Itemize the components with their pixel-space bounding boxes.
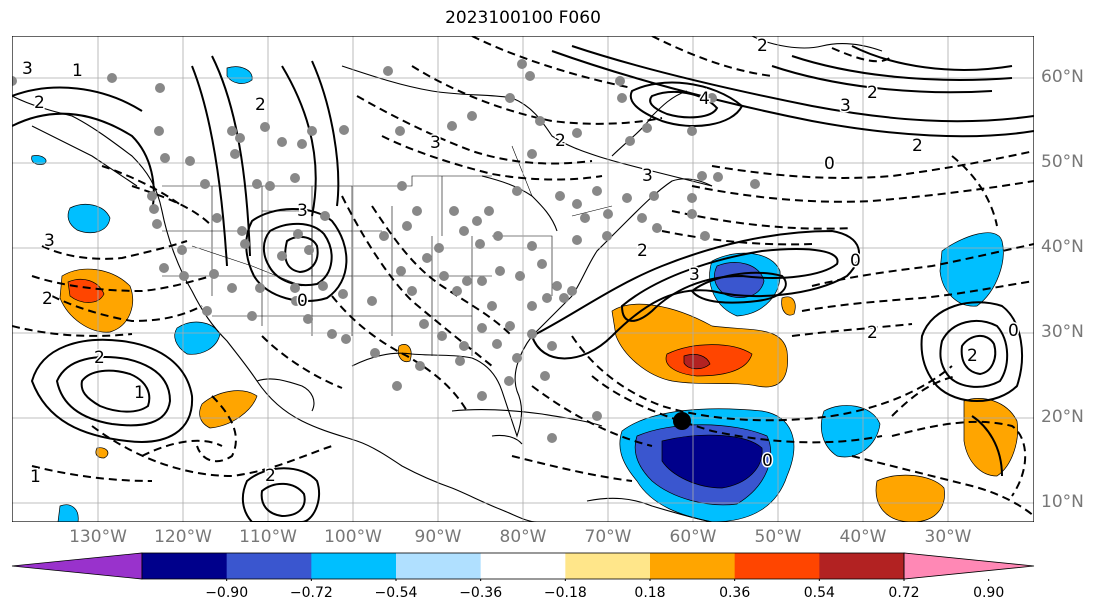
contour-label: 0: [850, 251, 861, 271]
colorbar-tick-label: −0.54: [374, 585, 418, 601]
contour-label: 2: [265, 466, 276, 486]
positive-anomaly-mexico: [199, 390, 258, 429]
colorbar-segment: [396, 553, 482, 579]
colorbar-tick-label: −0.90: [205, 585, 249, 601]
contour-label: 2: [967, 346, 978, 366]
colorbar: [11, 552, 1035, 581]
lon-label: 80°W: [499, 527, 547, 547]
colorbar-segment: [142, 553, 228, 579]
contour-label: 3: [297, 201, 308, 221]
contour-label: 3: [44, 231, 55, 251]
colorbar-tick-label: 0.72: [888, 585, 920, 601]
contour-label: 2: [637, 241, 648, 261]
contour-label: 2: [867, 83, 878, 103]
contour-label: 2: [94, 348, 105, 368]
positive-anomaly-pacific-small: [95, 447, 109, 459]
contour-labels: 3 2 1 2 3 2 3 4 3 2 0 2 3 3 2 0 2 3 2 1 …: [21, 36, 1021, 489]
contour-label: 2: [757, 36, 768, 56]
contour-label: 1: [30, 467, 41, 487]
lat-label: 40°N: [1041, 237, 1084, 257]
contour-label: 3: [689, 265, 700, 285]
contour-label: 3: [430, 133, 441, 153]
contour-label: 2: [42, 289, 53, 309]
positive-anomaly-south: [875, 474, 945, 522]
lon-label: 130°W: [69, 527, 127, 547]
colorbar-tick-label: 0.90: [973, 585, 1005, 601]
observation-dots: [12, 59, 760, 443]
contour-label: 0: [762, 451, 773, 471]
colorbar-tick-label: −0.72: [289, 585, 333, 601]
contour-label: 2: [912, 136, 923, 156]
lon-label: 110°W: [239, 527, 297, 547]
contour-label: 2: [34, 93, 45, 113]
storm-center-marker: [673, 412, 691, 430]
lon-label: 40°W: [839, 527, 887, 547]
colorbar-segment: [480, 553, 566, 579]
colorbar-segment: [565, 553, 651, 579]
colorbar-tick-label: 0.18: [634, 585, 666, 601]
colorbar-tick-label: 0.54: [803, 585, 835, 601]
contour-label: 0: [1008, 321, 1019, 341]
contour-label: 3: [22, 59, 33, 79]
map-title: 2023100100 F060: [445, 8, 601, 28]
contour-label: 3: [840, 96, 851, 116]
colorbar-outline: [141, 552, 905, 580]
strong-positive-anomaly: [665, 344, 753, 377]
contour-label: 1: [134, 383, 145, 403]
negative-contours: [12, 36, 1034, 517]
colorbar-tick-label: 0.36: [719, 585, 751, 601]
lon-label: 50°W: [754, 527, 802, 547]
negative-anomaly-canada: [226, 66, 253, 84]
coastlines: [12, 36, 883, 522]
colorbar-extend-min: [11, 552, 143, 580]
contour-label: 0: [824, 154, 835, 174]
contour-label: 0: [297, 291, 308, 311]
lon-label: 90°W: [414, 527, 462, 547]
contour-label: 2: [867, 323, 878, 343]
lat-label: 60°N: [1041, 67, 1084, 87]
extreme-negative-anomaly-caribbean: [661, 434, 763, 489]
positive-anomaly-small: [781, 296, 796, 316]
lat-label: 10°N: [1041, 492, 1084, 512]
positive-contours: [12, 45, 1034, 522]
colorbar-extend-max: [903, 552, 1035, 580]
colorbar-tick-label: −0.18: [543, 585, 587, 601]
contour-label: 3: [642, 166, 653, 186]
lon-label: 70°W: [584, 527, 632, 547]
colorbar-segment: [819, 553, 905, 579]
contour-label: 2: [255, 95, 266, 115]
contour-label: 4: [699, 89, 710, 109]
contour-label: 2: [555, 131, 566, 151]
forecast-map: 3 2 1 2 3 2 3 4 3 2 0 2 3 3 2 0 2 3 2 1 …: [12, 36, 1034, 522]
very-strong-positive-anomaly: [683, 354, 711, 370]
colorbar-segment: [734, 553, 820, 579]
lon-label: 120°W: [154, 527, 212, 547]
negative-anomaly-small-pacific: [31, 155, 47, 165]
colorbar-segment: [226, 553, 312, 579]
lat-label: 20°N: [1041, 407, 1084, 427]
negative-anomaly-bottom-left: [57, 504, 79, 522]
colorbar-segment: [650, 553, 736, 579]
lat-label: 30°N: [1041, 322, 1084, 342]
lon-label: 60°W: [669, 527, 717, 547]
strong-positive-anomaly-pacific: [67, 279, 105, 303]
colorbar-segment: [311, 553, 397, 579]
lon-label: 30°W: [924, 527, 972, 547]
colorbar-tick-label: −0.36: [459, 585, 503, 601]
contour-label: 1: [72, 61, 83, 81]
negative-anomaly-mexico: [174, 321, 221, 355]
lon-label: 100°W: [324, 527, 382, 547]
lat-label: 50°N: [1041, 152, 1084, 172]
